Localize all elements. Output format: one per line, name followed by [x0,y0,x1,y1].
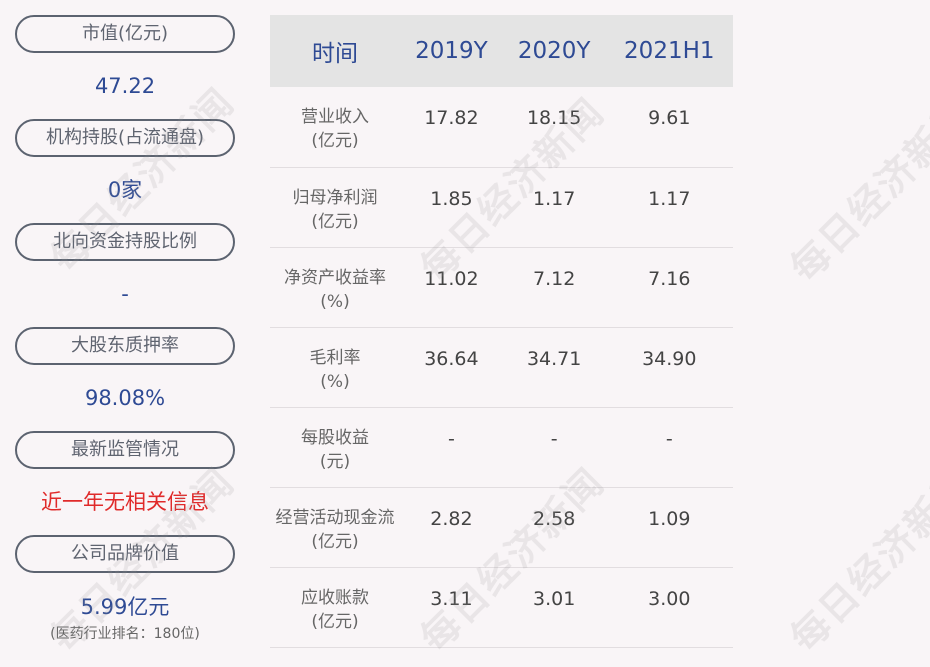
watermark: 每日经济新闻 [782,89,930,291]
row-label-line: 归母净利润 [292,187,378,208]
metric-value-wrap: - [15,261,235,327]
metric-label: 市值(亿元) [15,15,235,53]
row-label: 营业收入 (亿元) [270,87,400,168]
metric-label: 大股东质押率 [15,327,235,365]
table-cell: 9.61 [605,87,733,168]
metric-value: 0家 [107,178,143,202]
row-label-line: (亿元) [311,531,359,552]
row-label-line: (亿元) [311,611,359,632]
table-cell: 18.15 [502,87,606,168]
row-label-line: (%) [320,371,350,392]
row-label-line: 应收账款 [301,587,369,608]
metric-value-wrap: 47.22 [15,53,235,119]
row-label-line: (%) [320,291,350,312]
row-label-line: 毛利率 [309,347,361,368]
row-label-line: 净资产收益率 [284,267,386,288]
metric-value: 近一年无相关信息 [41,490,209,514]
row-label-line: (元) [319,451,351,472]
table-cell: 2.82 [400,487,503,568]
row-label-line: 经营活动现金流 [275,507,395,528]
table-cell: 1.17 [502,167,606,248]
metric-value: 47.22 [94,74,156,98]
metric-value: 98.08% [84,386,166,410]
header-2021h1: 2021H1 [605,15,733,87]
table-cell: 34.71 [502,327,606,408]
row-label: 每股收益 (元) [270,407,400,488]
metric-label: 机构持股(占流通盘) [15,119,235,157]
watermark: 每日经济新闻 [782,459,930,661]
row-label: 应收账款 (亿元) [270,567,400,648]
header-time: 时间 [270,15,400,87]
table-cell: 7.16 [605,247,733,328]
table-cell: 17.82 [400,87,503,168]
table-cell: 3.00 [605,567,733,648]
row-label: 归母净利润 (亿元) [270,167,400,248]
metric-value-wrap: 5.99亿元 (医药行业排名：180位) [15,573,235,643]
row-label-line: (亿元) [311,211,359,232]
table-cell: 1.09 [605,487,733,568]
metric-label: 公司品牌价值 [15,535,235,573]
metric-value-wrap: 0家 [15,157,235,223]
table-row: 净资产收益率 (%) 11.02 7.12 7.16 [270,247,733,328]
table-row: 毛利率 (%) 36.64 34.71 34.90 [270,327,733,408]
metric-label: 北向资金持股比例 [15,223,235,261]
header-2019y: 2019Y [400,15,503,87]
metric-value-wrap: 近一年无相关信息 [15,469,235,535]
header-2020y: 2020Y [502,15,606,87]
table-cell: 2.58 [502,487,606,568]
table-cell: - [400,407,503,488]
table-row: 营业收入 (亿元) 17.82 18.15 9.61 [270,87,733,168]
table-cell: 34.90 [605,327,733,408]
row-label-line: 营业收入 [301,107,369,127]
table-cell: 7.12 [502,247,606,328]
table-header-row: 时间 2019Y 2020Y 2021H1 [270,15,733,87]
metric-value: - [121,282,129,306]
table-cell: 1.85 [400,167,503,248]
financial-table: 时间 2019Y 2020Y 2021H1 营业收入 (亿元) 17.82 18.15… [270,15,733,648]
table-cell: 36.64 [400,327,503,408]
table-cell: 3.01 [502,567,606,648]
metric-value: 5.99亿元 [80,595,170,619]
table-row: 每股收益 (元) - - - [270,407,733,488]
row-label: 经营活动现金流 (亿元) [270,487,400,568]
table-row: 经营活动现金流 (亿元) 2.82 2.58 1.09 [270,487,733,568]
row-label-line: (亿元) [311,131,359,151]
metric-label: 最新监管情况 [15,431,235,469]
table-row: 归母净利润 (亿元) 1.85 1.17 1.17 [270,167,733,248]
table-row: 应收账款 (亿元) 3.11 3.01 3.00 [270,567,733,648]
row-label-line: 每股收益 [301,427,369,448]
table-cell: 1.17 [605,167,733,248]
row-label: 毛利率 (%) [270,327,400,408]
summary-panel: 市值(亿元) 47.22 机构持股(占流通盘) 0家北向资金持股比例 - 大股东质押率 98… [15,15,235,643]
table-cell: 3.11 [400,567,503,648]
metric-value-wrap: 98.08% [15,365,235,431]
table-cell: - [605,407,733,488]
metric-note: (医药行业排名：180位) [50,626,200,642]
table-cell: - [502,407,606,488]
row-label: 净资产收益率 (%) [270,247,400,328]
table-cell: 11.02 [400,247,503,328]
